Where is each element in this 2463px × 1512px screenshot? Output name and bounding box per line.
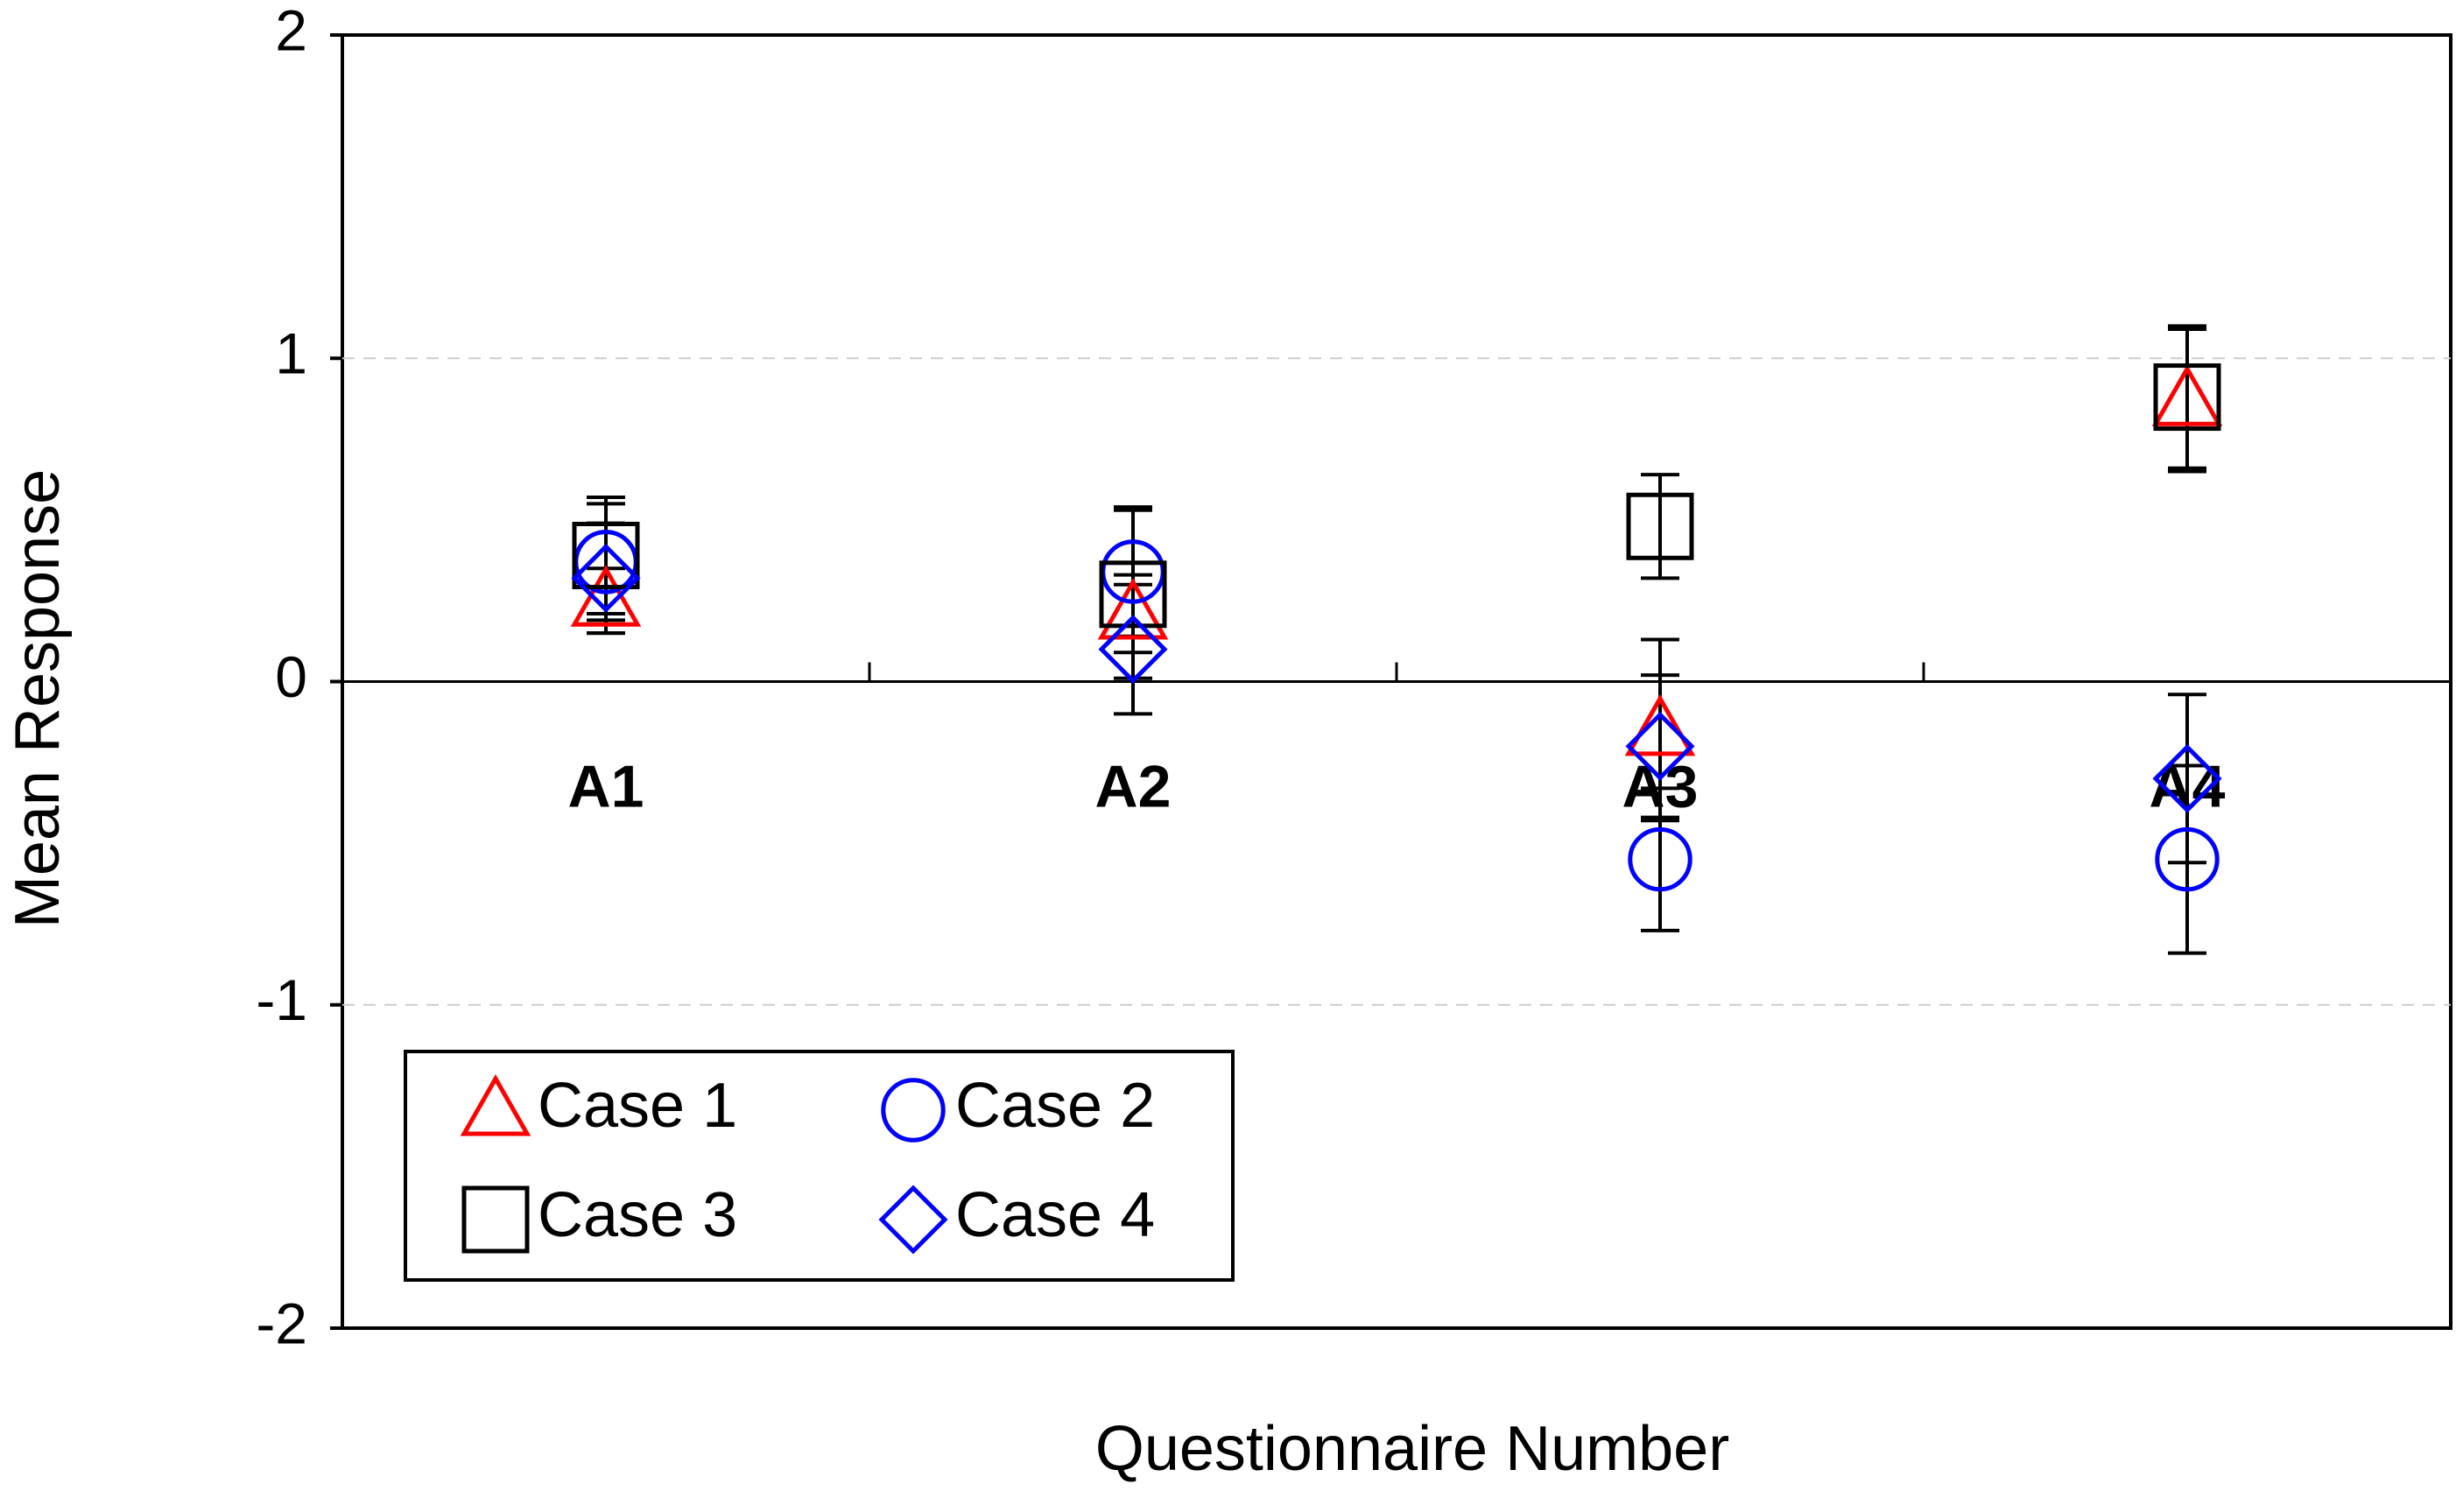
marker bbox=[1628, 826, 1692, 892]
legend-marker bbox=[881, 1078, 946, 1143]
marker bbox=[2153, 363, 2221, 432]
error-bar bbox=[1641, 473, 1679, 580]
legend-item: Case 1 bbox=[460, 1071, 737, 1141]
legend-box bbox=[404, 1050, 1235, 1282]
x-tick-label: A1 bbox=[568, 753, 644, 819]
legend-item: Case 3 bbox=[461, 1180, 737, 1254]
legend-item: Case 2 bbox=[881, 1071, 1155, 1143]
legend-marker bbox=[461, 1185, 530, 1254]
error-bar bbox=[2168, 324, 2206, 470]
error-bar bbox=[2168, 693, 2206, 865]
marker bbox=[1624, 693, 1696, 756]
y-tick-label: 2 bbox=[275, 0, 307, 62]
y-tick-label: 0 bbox=[275, 644, 307, 709]
legend-label: Case 3 bbox=[538, 1180, 737, 1250]
error-bar bbox=[587, 521, 625, 636]
marker bbox=[2155, 826, 2220, 892]
marker bbox=[2152, 743, 2222, 813]
legend-label: Case 4 bbox=[955, 1180, 1155, 1250]
marker bbox=[1626, 492, 1694, 560]
marker bbox=[1097, 577, 1169, 640]
marker bbox=[2151, 364, 2223, 426]
legend: Case 1 Case 2 Case 3 Case 4 bbox=[404, 1050, 1235, 1282]
y-tick-label: -1 bbox=[256, 967, 307, 1032]
legend-label: Case 1 bbox=[538, 1071, 737, 1141]
marker bbox=[572, 521, 640, 589]
x-tick-label: A2 bbox=[1095, 753, 1172, 819]
legend-marker bbox=[878, 1185, 948, 1255]
legend-item: Case 4 bbox=[878, 1180, 1155, 1255]
marker bbox=[1099, 560, 1167, 629]
y-tick-label: 1 bbox=[275, 321, 307, 386]
y-tick-label: -2 bbox=[256, 1290, 307, 1355]
marker bbox=[571, 543, 641, 613]
y-axis-title: Mean Response bbox=[3, 469, 73, 928]
legend-marker bbox=[460, 1073, 531, 1136]
marker bbox=[1625, 711, 1695, 781]
x-axis-title: Questionnaire Number bbox=[1095, 1414, 1729, 1484]
legend-label: Case 2 bbox=[955, 1071, 1155, 1141]
marker bbox=[1098, 615, 1168, 685]
